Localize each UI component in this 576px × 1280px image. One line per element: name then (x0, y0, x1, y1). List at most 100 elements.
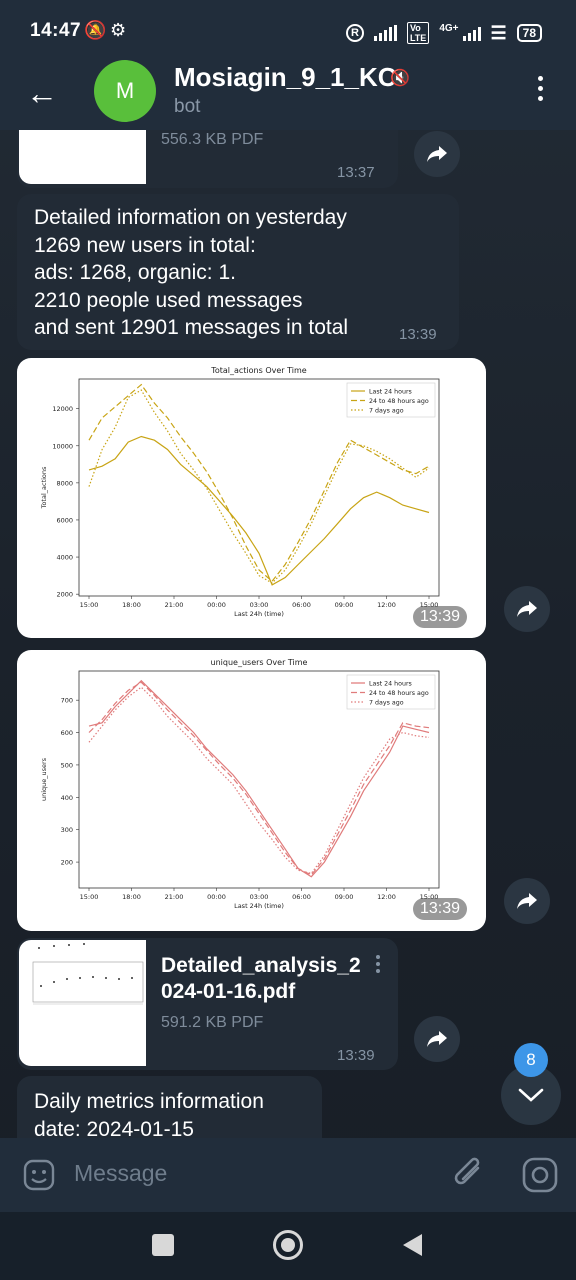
message-line: and sent 12901 messages in total (34, 316, 349, 340)
y-tick-label: 700 (61, 697, 73, 705)
text-message-yesterday[interactable]: Detailed information on yesterday 1269 ne… (17, 194, 459, 350)
x-tick-label: 18:00 (122, 601, 141, 609)
forward-button[interactable] (414, 1016, 460, 1062)
chart-image-total-actions[interactable]: Total_actions Over Time 2000 4000 6000 8000 1… (17, 358, 486, 638)
legend-label: Last 24 hours (369, 388, 412, 395)
series-line-1 (88, 435, 430, 586)
y-tick-label: 600 (61, 729, 73, 737)
message-text: Daily metrics information date: 2024-01-1… (34, 1088, 264, 1138)
back-triangle-icon[interactable] (400, 1232, 424, 1258)
message-input[interactable]: Message (74, 1160, 168, 1186)
pdf-thumbnail[interactable] (19, 130, 146, 184)
recent-apps-icon[interactable] (152, 1234, 174, 1256)
y-tick-label: 2000 (56, 591, 73, 599)
more-menu-icon[interactable] (532, 76, 548, 101)
legend-label: 7 days ago (369, 407, 404, 414)
chevron-down-icon (518, 1088, 544, 1102)
file-size: 556.3 KB PDF (161, 131, 264, 148)
image-time: 13:39 (413, 606, 468, 628)
forward-icon (517, 893, 537, 909)
file-message-analysis[interactable]: Detailed_analysis_2 024-01-16.pdf 591.2 … (17, 938, 398, 1070)
y-tick-label: 400 (61, 794, 73, 802)
legend-label: 24 to 48 hours ago (369, 398, 429, 405)
total-actions-chart: Total_actions Over Time 2000 4000 6000 8000 1… (40, 366, 440, 618)
unread-count-badge: 8 (514, 1043, 548, 1077)
back-arrow-icon[interactable]: ← (26, 75, 58, 111)
message-time: 13:39 (399, 326, 437, 343)
forward-button[interactable] (414, 131, 460, 177)
text-message-daily-metrics[interactable]: Daily metrics information date: 2024-01-1… (17, 1076, 322, 1138)
status-right: R Vo LTE 4G+ ☰ 78 (345, 22, 542, 44)
x-tick-label: 03:00 (250, 601, 269, 609)
message-line: 1269 new users in total: (34, 233, 256, 257)
message-line: date: 2024-01-15 (34, 1117, 194, 1138)
chart-title: unique_users Over Time (211, 658, 308, 667)
file-message-top[interactable]: 556.3 KB PDF 13:37 (17, 130, 398, 188)
message-line: ads: 1268, organic: 1. (34, 261, 236, 285)
series-line-2 (88, 681, 430, 876)
avatar-letter: M (115, 78, 135, 103)
y-tick-label: 300 (61, 826, 73, 834)
unique-users-chart: unique_users Over Time 200 300 400 500 600 700… (40, 658, 440, 910)
legend-label: 7 days ago (369, 699, 404, 706)
x-tick-label: 00:00 (207, 601, 226, 609)
system-navigation-bar (0, 1212, 576, 1280)
volte-icon: Vo LTE (406, 22, 430, 44)
chart-title: Total_actions Over Time (210, 366, 306, 375)
x-tick-label: 12:00 (377, 893, 396, 901)
forward-icon (517, 601, 537, 617)
status-bar: 14:47 🔕 ⚙ R Vo LTE 4G+ ☰ 78 (0, 0, 576, 62)
mute-notifications-icon: 🔕 (84, 20, 107, 40)
x-tick-label: 06:00 (292, 893, 311, 901)
message-list[interactable]: 556.3 KB PDF 13:37 Detailed information … (0, 130, 576, 1138)
forward-button[interactable] (504, 586, 550, 632)
attach-paperclip-icon[interactable] (452, 1156, 488, 1194)
y-tick-label: 12000 (52, 405, 73, 413)
x-axis-label: Last 24h (time) (234, 610, 284, 618)
x-tick-label: 12:00 (377, 601, 396, 609)
y-tick-label: 4000 (56, 554, 73, 562)
message-time: 13:39 (337, 1047, 375, 1064)
x-tick-label: 09:00 (335, 601, 354, 609)
file-menu-icon[interactable] (376, 955, 380, 973)
message-time: 13:37 (337, 164, 375, 181)
x-tick-label: 00:00 (207, 893, 226, 901)
x-tick-label: 15:00 (80, 893, 99, 901)
image-time: 13:39 (413, 898, 468, 920)
home-icon[interactable] (273, 1230, 303, 1260)
x-tick-label: 15:00 (420, 601, 439, 609)
sticker-emoji-icon[interactable] (22, 1158, 56, 1192)
chart-image-unique-users[interactable]: unique_users Over Time 200 300 400 500 600 700… (17, 650, 486, 931)
y-axis-label: Total_actions (40, 466, 48, 509)
forward-button[interactable] (504, 878, 550, 924)
file-name-line-1: Detailed_analysis_2 (161, 954, 361, 977)
camera-icon[interactable] (521, 1156, 559, 1194)
registered-icon: R (345, 24, 364, 42)
x-tick-label: 15:00 (420, 893, 439, 901)
pdf-thumbnail[interactable] (19, 940, 146, 1066)
chat-subtitle: bot (174, 96, 201, 117)
y-tick-label: 6000 (56, 516, 73, 524)
muted-icon: 🔇 (390, 70, 410, 87)
file-size: 591.2 KB PDF (161, 1014, 264, 1031)
y-tick-label: 10000 (52, 442, 73, 450)
x-tick-label: 15:00 (80, 601, 99, 609)
chat-title[interactable]: Mosiagin_9_1_KC (174, 62, 397, 92)
legend-label: 24 to 48 hours ago (369, 690, 429, 697)
message-line: Daily metrics information (34, 1090, 264, 1113)
x-tick-label: 06:00 (292, 601, 311, 609)
x-tick-label: 21:00 (165, 601, 184, 609)
signal-2-icon (462, 25, 481, 41)
battery-indicator: 78 (516, 24, 542, 42)
series-line-3 (88, 686, 430, 875)
message-text: Detailed information on yesterday 1269 ne… (34, 204, 348, 342)
wifi-icon: ☰ (490, 22, 507, 43)
chat-header: ← M Mosiagin_9_1_KC 🔇 bot (0, 60, 576, 130)
series-line-3 (88, 389, 430, 584)
status-time: 14:47 (30, 20, 82, 41)
avatar[interactable]: M (94, 60, 156, 122)
file-name-line-2: 024-01-16.pdf (161, 980, 296, 1003)
legend-box (346, 674, 436, 710)
x-tick-label: 09:00 (335, 893, 354, 901)
